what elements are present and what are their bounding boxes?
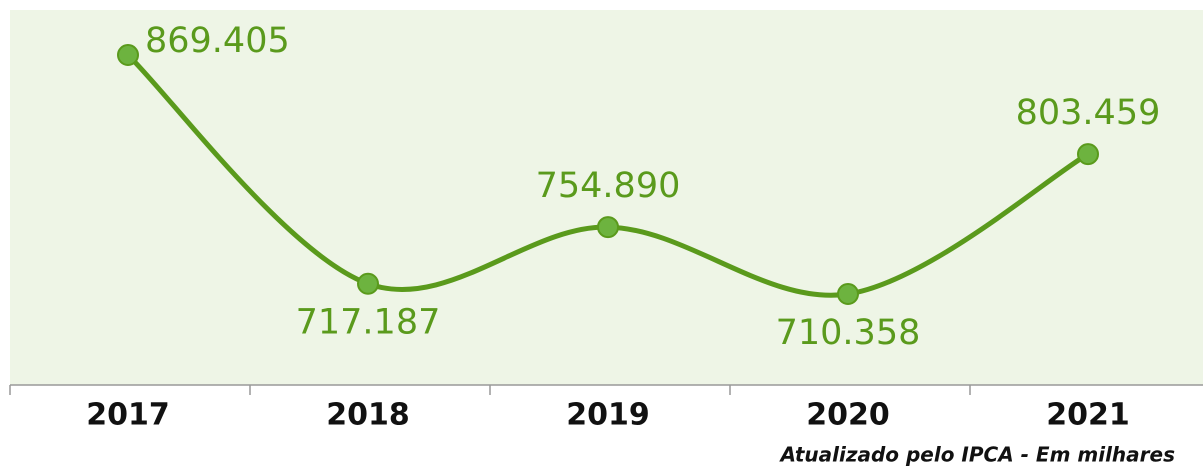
point	[357, 272, 379, 295]
value-label: 803.459	[1016, 93, 1161, 133]
point	[837, 283, 859, 305]
value-label: 710.358	[776, 313, 921, 353]
value-label: 717.187	[296, 303, 441, 343]
point	[117, 44, 139, 66]
note: Atualizado pelo IPCA - Em milhares	[778, 443, 1175, 467]
x-tick-label: 2020	[806, 398, 890, 433]
x-tick-label: 2021	[1046, 398, 1130, 433]
value-label: 869.405	[145, 21, 290, 61]
x-tick-label: 2019	[566, 398, 650, 433]
value-label: 754.890	[536, 166, 681, 206]
point	[1077, 143, 1099, 166]
x-tick-label: 2017	[86, 398, 170, 433]
point	[597, 216, 619, 239]
x-tick-label: 2018	[326, 398, 410, 433]
plot-background	[10, 10, 1203, 385]
